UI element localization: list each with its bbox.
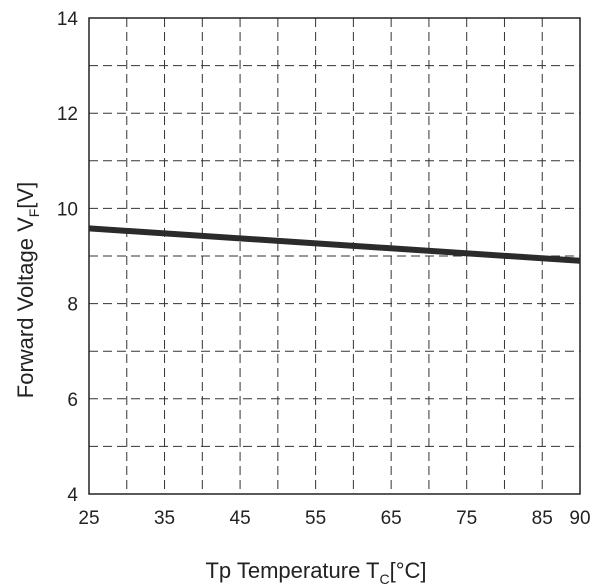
- y-tick-label-6: 6: [67, 390, 78, 411]
- x-tick-label-65: 65: [381, 508, 402, 529]
- x-tick-label-35: 35: [154, 508, 175, 529]
- x-tick-label-90: 90: [569, 508, 590, 529]
- x-tick-labels: 25 35 45 55 65 75 85 90: [78, 508, 590, 529]
- y-tick-label-10: 10: [57, 199, 78, 220]
- series-line-0: [88, 225, 581, 264]
- y-tick-label-12: 12: [57, 104, 78, 125]
- y-tick-label-8: 8: [67, 295, 78, 316]
- x-tick-label-75: 75: [456, 508, 477, 529]
- x-tick-label-85: 85: [532, 508, 553, 529]
- series-group: [88, 225, 581, 264]
- y-axis-label-main: Forward Voltage V: [13, 217, 38, 398]
- x-axis-label: Tp Temperature TC[°C]: [205, 558, 426, 587]
- y-axis-label: Forward Voltage VF[V]: [13, 182, 42, 398]
- y-tick-label-14: 14: [57, 9, 79, 30]
- x-axis-label-unit: [°C]: [390, 558, 427, 583]
- x-axis-label-main: Tp Temperature T: [205, 558, 379, 583]
- x-tick-label-55: 55: [305, 508, 326, 529]
- y-axis-label-unit: [V]: [13, 182, 38, 209]
- y-tick-label-4: 4: [67, 485, 78, 506]
- y-tick-labels: 4 6 8 10 12 14: [57, 9, 79, 506]
- y-axis-label-subscript: F: [26, 209, 42, 218]
- x-tick-label-45: 45: [230, 508, 251, 529]
- x-tick-label-25: 25: [78, 508, 99, 529]
- x-axis-label-subscript: C: [380, 571, 390, 587]
- plot-frame: [88, 17, 581, 495]
